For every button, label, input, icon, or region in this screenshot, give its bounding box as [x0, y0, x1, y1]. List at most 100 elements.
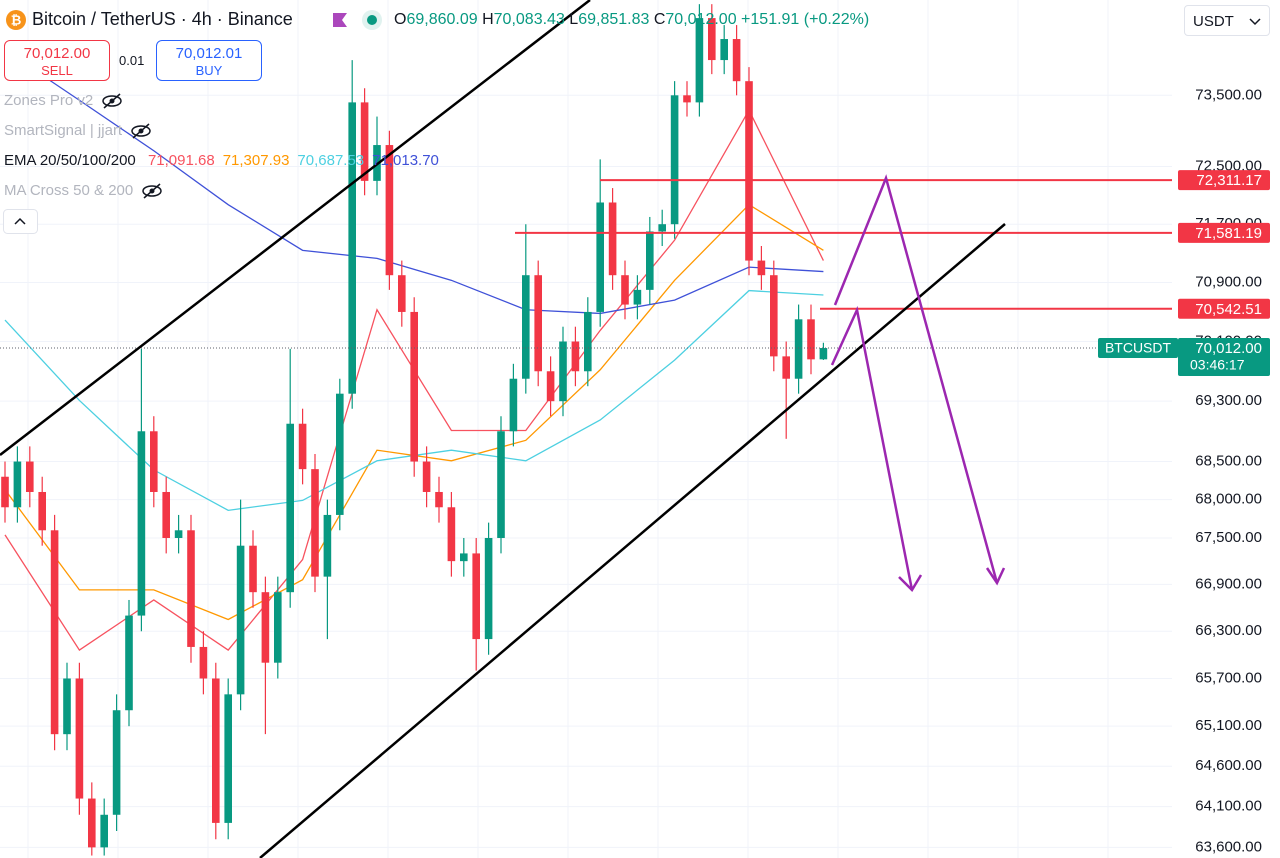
price-axis-labels: 73,500.0072,500.0071,700.0070,900.0070,1…	[1195, 86, 1262, 855]
level-label: 71,581.19	[1195, 225, 1262, 242]
flag-icon	[333, 13, 347, 27]
candle-body	[534, 275, 542, 372]
ema-value: 71,307.93	[222, 152, 290, 169]
indicator-name: EMA 20/50/100/200	[4, 152, 136, 169]
candle-body	[447, 507, 456, 562]
indicator-row: SmartSignal | jjart	[4, 122, 152, 140]
candle-body	[720, 39, 728, 61]
projection-arrow	[830, 305, 914, 591]
y-tick-label: 65,700.00	[1195, 669, 1262, 686]
ema-value: 71,013.70	[372, 152, 439, 169]
candle-body	[150, 431, 158, 492]
level-tag	[1178, 170, 1270, 191]
indicator-name: SmartSignal | jjart	[4, 122, 123, 139]
hidden-eye-icon[interactable]	[101, 92, 123, 110]
candle-body	[212, 678, 220, 823]
y-tick-label: 64,600.00	[1195, 757, 1262, 774]
candle-body	[199, 646, 208, 679]
buy-label: BUY	[195, 63, 223, 78]
y-tick-label: 73,500.00	[1195, 86, 1262, 103]
candle-body	[26, 461, 34, 492]
candle-body	[88, 798, 96, 848]
ohlc-value: 69,860.09	[406, 11, 478, 28]
candle-body	[75, 678, 84, 799]
drawings	[0, 0, 1006, 858]
projection-arrow	[833, 174, 999, 584]
candle-body	[522, 275, 530, 379]
candle-body	[807, 319, 815, 360]
candle-body	[435, 491, 443, 508]
ohlc-key: O	[394, 11, 407, 28]
candle-body	[695, 18, 704, 103]
y-tick-label: 65,100.00	[1195, 717, 1262, 734]
y-tick-label: 68,500.00	[1195, 453, 1262, 470]
candle-body	[336, 393, 344, 515]
ohlc-value: 69,851.83	[578, 11, 650, 28]
candle-body	[770, 275, 778, 357]
candle-body	[38, 491, 46, 531]
bitcoin-icon: ₿	[6, 10, 26, 30]
ohlc-value: 70,012.00	[665, 11, 737, 28]
currency: USDT	[1193, 13, 1234, 30]
candle-body	[125, 615, 133, 711]
y-tick-label: 66,300.00	[1195, 622, 1262, 639]
svg-text:₿: ₿	[11, 12, 22, 27]
indicator-name: MA Cross 50 & 200	[4, 182, 134, 199]
candle-body	[162, 491, 170, 538]
ohlc-key: C	[653, 11, 666, 28]
candle-body	[794, 319, 803, 379]
candle-body	[484, 537, 493, 640]
buy-button[interactable]: 70,012.01 BUY	[156, 40, 262, 81]
candle-body	[745, 81, 753, 261]
sell-button[interactable]: 70,012.00 SELL	[4, 40, 110, 81]
candle-body	[224, 694, 232, 823]
candle-body	[298, 423, 307, 470]
candle-body	[286, 423, 294, 593]
candle-body	[658, 224, 666, 232]
hidden-eye-icon[interactable]	[130, 122, 152, 140]
candle-body	[410, 311, 418, 462]
candle-body	[757, 260, 766, 276]
indicator-values: 71,091.68 71,307.93 70,687.53 71,013.70	[140, 152, 439, 169]
hidden-eye-icon[interactable]	[141, 182, 163, 200]
y-tick-label: 70,900.00	[1195, 273, 1262, 290]
candle-body	[608, 202, 617, 276]
candle-body	[646, 231, 654, 290]
candle-body	[621, 275, 629, 305]
sell-label: SELL	[41, 63, 73, 78]
candle-body	[137, 431, 146, 616]
candle-body	[311, 469, 319, 577]
candle-body	[112, 710, 121, 815]
level-tag	[1178, 298, 1270, 319]
candle-body	[460, 553, 468, 562]
candle-body	[174, 530, 183, 538]
plot-area	[0, 0, 1172, 858]
candle-body	[385, 145, 394, 276]
buy-price: 70,012.01	[175, 45, 243, 62]
candle-body	[782, 356, 790, 379]
indicator-row: Zones Pro v2	[4, 92, 123, 110]
candle-body	[422, 461, 431, 492]
candle-body	[1, 476, 9, 508]
candle-body	[323, 514, 332, 577]
trend-line	[259, 223, 1006, 858]
countdown: 03:46:17	[1190, 357, 1245, 373]
candle-body	[546, 371, 555, 402]
spread: 0.01	[119, 53, 145, 68]
candle-body	[187, 530, 195, 647]
price-tags: 72,311.17 71,581.19 70,542.51 BTCUSDT 70,012…	[1098, 170, 1270, 377]
candle-body	[559, 341, 567, 402]
symbol-tag	[1098, 338, 1178, 359]
collapse-button[interactable]	[3, 209, 39, 235]
candle-body	[670, 95, 679, 225]
candle-body	[633, 289, 642, 305]
candle-body	[497, 431, 505, 538]
price-change: +151.91 (+0.22%)	[741, 11, 870, 28]
candle-body	[261, 592, 270, 663]
ohlc-key: H	[482, 11, 494, 28]
symbol-title: Bitcoin / TetherUS · 4h · Binance	[32, 9, 293, 29]
candle-body	[819, 348, 828, 360]
currency-dropdown[interactable]: USDT	[1184, 5, 1270, 36]
